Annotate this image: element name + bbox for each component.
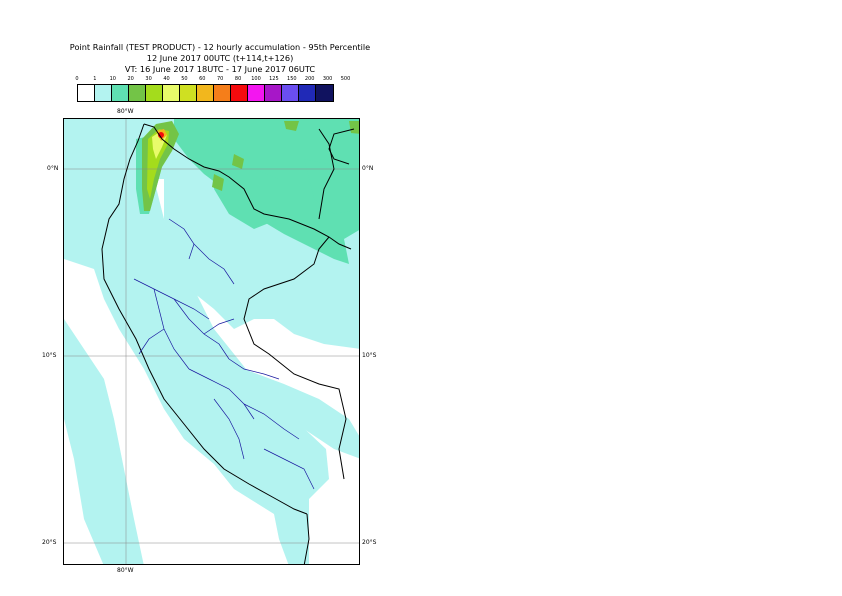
legend-label: 50	[181, 76, 188, 82]
title-block: Point Rainfall (TEST PRODUCT) - 12 hourl…	[40, 42, 400, 75]
legend-swatch	[265, 85, 282, 101]
legend-swatch	[282, 85, 299, 101]
legend-swatch	[78, 85, 95, 101]
legend-label: 60	[199, 76, 206, 82]
lat-label-left-2: 20°S	[42, 539, 57, 546]
lat-label-right-1: 10°S	[362, 352, 377, 359]
legend-label: 80	[234, 76, 242, 82]
legend-label: 40	[163, 76, 170, 82]
legend-label: 150	[287, 76, 297, 82]
legend-swatch	[248, 85, 265, 101]
legend-labels: 0 1 10 20 30 40 50 60 70 80 100 125 150 200 300 500	[75, 76, 351, 84]
legend-swatch	[299, 85, 316, 101]
lat-label-left-1: 10°S	[42, 352, 57, 359]
legend-swatch	[197, 85, 214, 101]
lat-label-right-2: 20°S	[362, 539, 377, 546]
title-line-1: Point Rainfall (TEST PRODUCT) - 12 hourl…	[69, 42, 371, 52]
legend-swatch	[163, 85, 180, 101]
legend-label: 300	[322, 76, 333, 82]
legend-label: 20	[127, 76, 134, 82]
title-line-2: 12 June 2017 00UTC (t+114,t+126)	[146, 53, 294, 63]
lat-label-left-0: 0°N	[47, 165, 59, 172]
title-line-3: VT: 16 June 2017 18UTC - 17 June 2017 06…	[124, 64, 316, 74]
legend-label: 0	[75, 76, 79, 82]
internal-borders	[133, 218, 315, 490]
legend-swatch	[146, 85, 163, 101]
legend-swatch	[316, 85, 333, 101]
legend-label: 125	[269, 76, 279, 82]
rainfall-heavy-area	[142, 121, 359, 211]
legend-swatch	[214, 85, 231, 101]
legend-swatch	[180, 85, 197, 101]
lat-label-right-0: 0°N	[362, 165, 374, 172]
legend-swatch	[231, 85, 248, 101]
country-borders	[101, 123, 355, 564]
map-frame	[63, 118, 360, 565]
lon-label-bottom: 80°W	[117, 567, 134, 574]
legend-swatch	[112, 85, 129, 101]
legend-label: 100	[251, 76, 261, 82]
lon-label-top: 80°W	[117, 108, 134, 115]
map-svg	[64, 119, 359, 564]
legend-color-bar	[77, 84, 334, 102]
legend-swatch	[95, 85, 112, 101]
legend-swatch	[129, 85, 146, 101]
legend-label: 1	[93, 76, 97, 82]
legend-label: 30	[145, 76, 152, 82]
legend-label: 10	[109, 76, 116, 82]
legend-label: 70	[217, 76, 224, 82]
legend-label: 500	[340, 76, 351, 82]
legend-label: 200	[304, 76, 315, 82]
